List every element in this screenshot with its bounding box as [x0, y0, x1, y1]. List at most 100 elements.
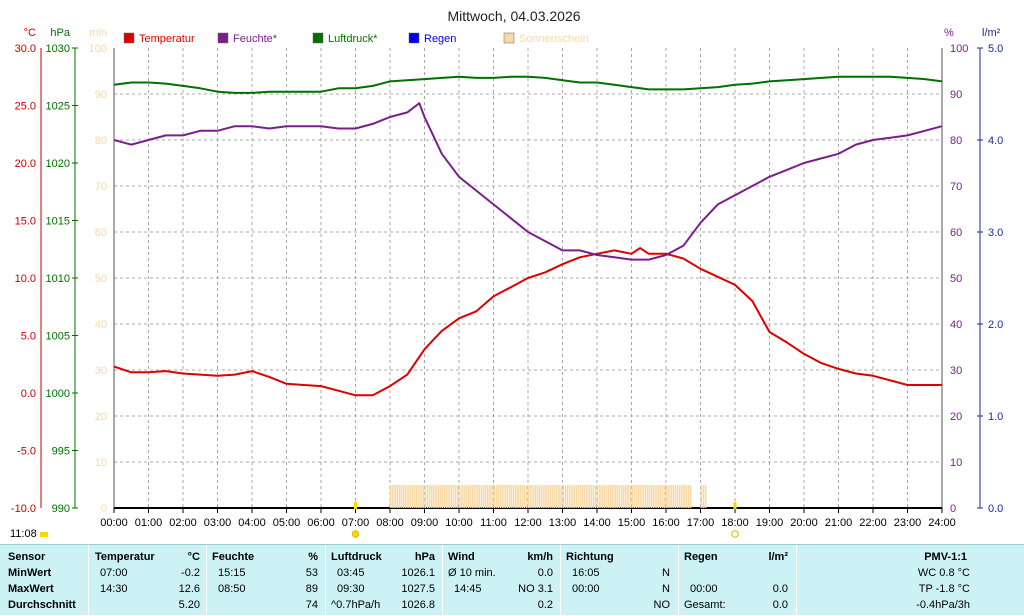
x-tick-label: 20:00 — [790, 517, 818, 529]
sunshine-bars — [390, 485, 707, 508]
wind-max-value: NO 3.1 — [518, 583, 553, 595]
sunshine-bar — [428, 485, 431, 508]
legend-label: Regen — [424, 33, 456, 45]
header-hum: Feuchte — [212, 551, 255, 563]
press-trend: ^0.7hPa/h — [331, 599, 381, 611]
row-label: MinWert — [8, 567, 52, 579]
sunshine-bar — [413, 485, 416, 508]
press-avg-value: 1026.8 — [401, 599, 435, 611]
y-tick-label: 30.0 — [15, 43, 36, 55]
sunshine-bar — [450, 485, 452, 508]
y-tick-label: 0 — [101, 503, 107, 515]
sunshine-bar — [495, 485, 498, 508]
sunshine-bar — [592, 485, 595, 508]
y-tick-label: 4.0 — [988, 135, 1003, 147]
legend-swatch — [217, 32, 229, 44]
sunshine-bar — [547, 485, 550, 508]
legend-label: Temperatur — [139, 33, 195, 45]
divider — [442, 545, 443, 616]
sunshine-bar — [530, 485, 532, 508]
sunshine-bar — [681, 485, 683, 508]
sunshine-bar — [452, 485, 455, 508]
y-tick-label: 10 — [950, 457, 962, 469]
rain-max-value: 0.0 — [772, 583, 788, 595]
sunshine-bar — [407, 485, 409, 508]
sunshine-bar — [439, 485, 442, 508]
sunshine-bar — [685, 485, 688, 508]
temp-min-time: 07:00 — [100, 567, 128, 579]
sunshine-bar — [536, 485, 539, 508]
y-tick-label: 90 — [950, 89, 962, 101]
dir-max-value: N — [662, 583, 670, 595]
y-tick-label: 1000 — [46, 388, 70, 400]
sunshine-bar — [551, 485, 554, 508]
header-hum-unit: % — [308, 551, 318, 563]
sunshine-bar — [704, 485, 707, 508]
sunshine-bar — [571, 485, 573, 508]
sunshine-bar — [534, 485, 537, 508]
sunshine-bar — [594, 485, 597, 508]
press-min-value: 1026.1 — [401, 567, 435, 579]
x-tick-label: 08:00 — [376, 517, 404, 529]
x-tick-label: 05:00 — [273, 517, 301, 529]
sunshine-bar — [525, 485, 528, 508]
sunshine-bar — [625, 485, 627, 508]
x-tick-label: 13:00 — [549, 517, 577, 529]
x-tick-label: 15:00 — [618, 517, 646, 529]
hum-min-time: 15:15 — [218, 567, 246, 579]
y-tick-label: -5.0 — [17, 446, 36, 458]
legend-swatch — [503, 32, 515, 44]
sunshine-bar — [612, 485, 614, 508]
wind-max-time: 14:45 — [454, 583, 482, 595]
dir-max-time: 00:00 — [572, 583, 600, 595]
sunshine-bar — [648, 485, 651, 508]
press-max-value: 1027.5 — [401, 583, 435, 595]
y-tick-label: 10 — [95, 457, 107, 469]
sunshine-bar — [549, 485, 552, 508]
sunshine-bar — [405, 485, 407, 508]
sunshine-bar — [597, 485, 599, 508]
sunshine-bar — [614, 485, 616, 508]
sunshine-bar — [553, 485, 556, 508]
pmv-tp: TP -1.8 °C — [918, 583, 970, 595]
legend: Temperatur Feuchte* Luftdruck* Regen Sonnens… — [123, 32, 589, 45]
x-tick-label: 17:00 — [687, 517, 715, 529]
x-tick-label: 12:00 — [514, 517, 542, 529]
y-tick-label: 1010 — [46, 273, 70, 285]
stats-panel: Sensor Temperatur °C Feuchte % Luftdruck… — [0, 544, 1024, 616]
sunshine-bar — [396, 485, 399, 508]
header-rain-unit: l/m² — [768, 551, 788, 563]
rain-total-value: 0.0 — [772, 599, 788, 611]
sunshine-bar — [398, 485, 401, 508]
y-tick-label: 100 — [950, 43, 968, 55]
header-wind-unit: km/h — [527, 551, 553, 563]
sunshine-bar — [581, 485, 584, 508]
axis-unit-label: min — [89, 27, 107, 39]
legend-label: Luftdruck* — [328, 33, 378, 45]
divider — [678, 545, 679, 616]
y-tick-label: 20 — [95, 411, 107, 423]
sunshine-bar — [683, 485, 685, 508]
sunshine-bar — [515, 485, 517, 508]
sunshine-bar — [461, 485, 463, 508]
header-press-unit: hPa — [414, 551, 435, 563]
sunshine-bar — [603, 485, 606, 508]
rain-total-label: Gesamt: — [684, 599, 726, 611]
sunshine-bar — [519, 485, 521, 508]
wind-avg-label: Ø 10 min. — [448, 567, 496, 579]
sunshine-bar — [584, 485, 586, 508]
sunshine-bar — [543, 485, 545, 508]
x-tick-label: 02:00 — [169, 517, 197, 529]
rain-max-time: 00:00 — [690, 583, 718, 595]
y-tick-label: 100 — [89, 43, 107, 55]
x-tick-label: 23:00 — [894, 517, 922, 529]
sunshine-bar — [409, 485, 412, 508]
pmv-wc: WC 0.8 °C — [917, 567, 970, 579]
legend-label: Feuchte* — [233, 33, 278, 45]
series-line — [113, 102, 943, 261]
header-temp: Temperatur — [95, 551, 155, 563]
sunshine-bar — [499, 485, 502, 508]
sunshine-bar — [448, 485, 450, 508]
sunshine-bar — [676, 485, 679, 508]
y-tick-label: 30 — [950, 365, 962, 377]
